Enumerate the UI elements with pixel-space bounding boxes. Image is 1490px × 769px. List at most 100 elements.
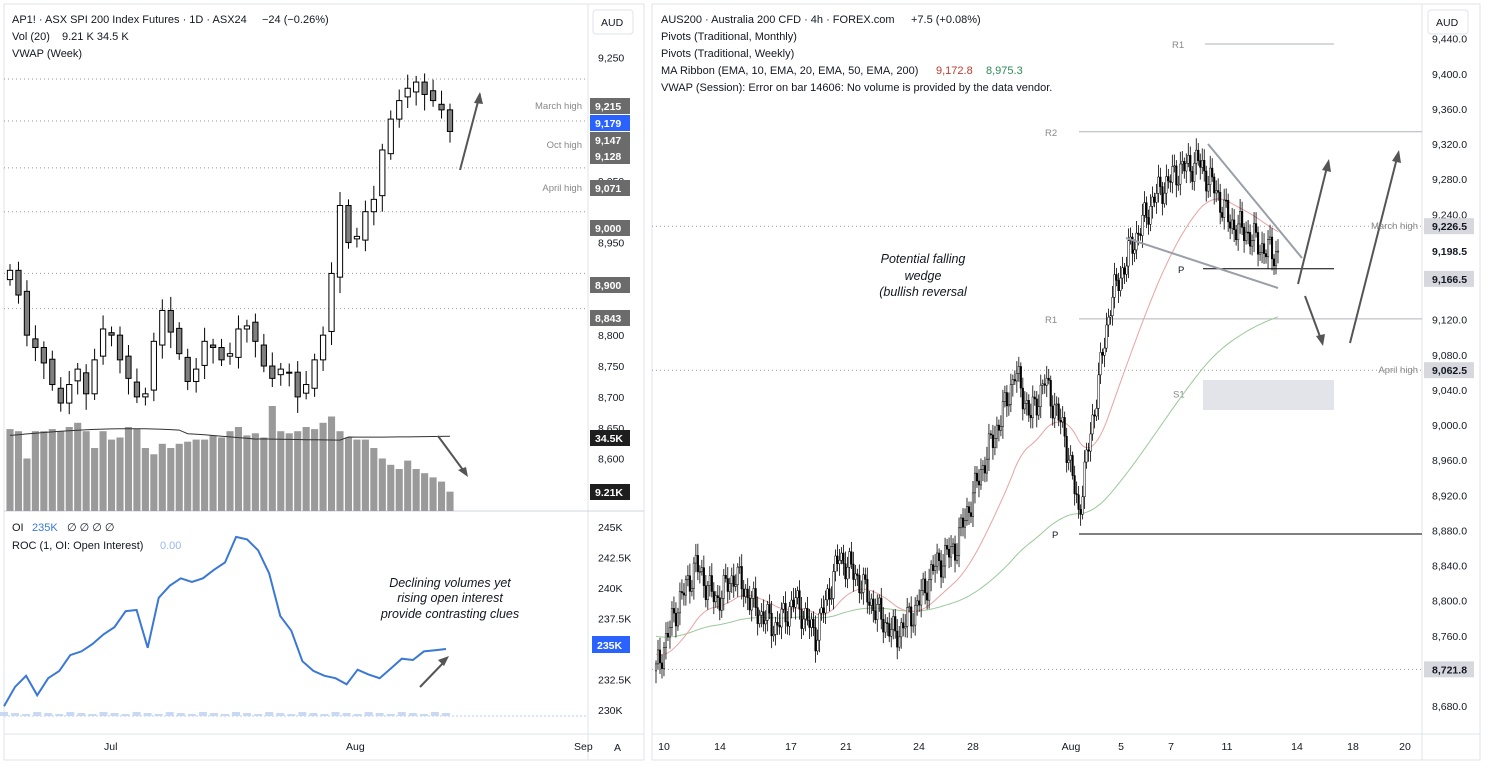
candle-body <box>1047 377 1050 381</box>
candle-body <box>1127 240 1130 267</box>
right-price-tag-text: 8,721.8 <box>1432 664 1467 676</box>
right-price-tag <box>1424 661 1474 678</box>
candle-body <box>924 578 927 594</box>
roc-bar <box>88 714 97 716</box>
candle-body <box>1221 212 1224 218</box>
right-annotation-line2: wedge <box>905 269 942 283</box>
candle-body <box>6 269 14 281</box>
candle-body <box>862 574 865 593</box>
candle-body <box>985 458 988 474</box>
left-currency-button[interactable] <box>592 9 634 35</box>
right-candles <box>654 138 1280 684</box>
candle-body <box>1093 414 1096 417</box>
roc-bar <box>77 713 86 716</box>
left-roc-bars <box>0 712 450 716</box>
right-ma-ribbon-v2: 8,975.3 <box>986 65 1023 77</box>
volume-bar <box>243 435 251 511</box>
candle-body <box>926 592 929 601</box>
roc-bar <box>265 712 274 716</box>
left-oi-tick: 237.5K <box>598 614 631 626</box>
roc-bar <box>386 714 395 716</box>
candle-body <box>277 368 284 376</box>
candle-body <box>1083 461 1086 497</box>
candle-body <box>672 608 675 614</box>
candle-body <box>1101 352 1104 356</box>
candle-body <box>1151 196 1154 207</box>
right-time-axis[interactable]: 10 14 17 21 24 28 Aug 5 7 11 14 18 20 <box>658 741 1411 753</box>
right-xtick: 20 <box>1399 741 1411 753</box>
candle-body <box>1001 401 1004 427</box>
right-level-label: April high <box>1378 365 1418 376</box>
candle-body <box>1131 236 1134 254</box>
candle-body <box>1165 176 1168 194</box>
candle-body <box>738 566 741 568</box>
right-price-tag <box>1424 218 1474 235</box>
volume-bar <box>116 437 124 511</box>
roc-bar <box>397 712 406 716</box>
candle-body <box>1157 176 1160 194</box>
roc-bar <box>121 714 130 716</box>
candle-body <box>896 630 899 648</box>
candle-body <box>920 590 923 606</box>
volume-bar <box>74 422 82 511</box>
candle-body <box>928 579 931 601</box>
left-annotation-line2: rising open interest <box>397 591 503 605</box>
candle-body <box>726 578 729 592</box>
candle-body <box>868 601 871 606</box>
candle-body <box>23 290 31 336</box>
candle-body <box>184 356 191 382</box>
volume-bar <box>353 439 361 511</box>
left-price-tag-text: 9,071 <box>595 183 621 195</box>
candle-body <box>1239 211 1242 225</box>
candle-body <box>1231 219 1234 229</box>
left-oi-axis[interactable]: 245K 242.5K 240K 237.5K 232.5K 230K <box>598 522 631 717</box>
candle-body <box>981 465 984 470</box>
candle-body <box>438 103 445 111</box>
roc-bar <box>342 713 351 716</box>
roc-bar <box>298 712 307 716</box>
candle-body <box>269 365 276 379</box>
right-price-tick: 9,080.0 <box>1432 350 1467 362</box>
right-price-axis[interactable]: 9,440.09,400.09,360.09,320.09,280.09,240… <box>1432 34 1467 713</box>
candle-body <box>1181 161 1184 165</box>
candle-body <box>1095 408 1098 417</box>
volume-bar <box>395 469 403 511</box>
right-price-tag-text: 9,198.5 <box>1432 246 1467 258</box>
roc-bar <box>232 712 241 716</box>
volume-bar <box>209 435 217 511</box>
candle-body <box>1197 149 1200 161</box>
left-xtick-sep: Sep <box>574 741 593 753</box>
pivot-label: R1 <box>1172 40 1184 51</box>
candle-body <box>770 612 773 637</box>
candle-body <box>993 438 996 448</box>
candle-body <box>864 574 867 580</box>
right-currency-button[interactable] <box>1427 9 1469 35</box>
candle-body <box>1266 239 1270 258</box>
candle-body <box>1077 494 1080 510</box>
left-price-tag <box>590 98 630 114</box>
roc-bar <box>320 714 329 716</box>
candle-body <box>790 599 793 608</box>
candle-body <box>989 433 992 436</box>
volume-bar <box>65 427 73 511</box>
roc-bar <box>408 713 417 716</box>
left-auto-scale-button[interactable]: A <box>614 742 621 754</box>
candle-body <box>1262 243 1266 254</box>
candle-body <box>1105 324 1108 349</box>
right-xtick: 24 <box>913 741 925 753</box>
volume-bar <box>412 469 420 511</box>
candle-body <box>658 649 662 664</box>
left-volume-bars <box>6 406 454 511</box>
candle-body <box>752 588 755 599</box>
candle-body <box>1087 449 1090 452</box>
roc-bar <box>44 713 53 716</box>
right-xtick: 14 <box>1291 741 1303 753</box>
roc-bar <box>110 713 119 716</box>
volume-bar <box>421 473 429 511</box>
wedge-lower-line <box>1125 237 1279 289</box>
candle-body <box>916 600 919 606</box>
candle-body <box>1067 459 1070 463</box>
candle-body <box>1199 160 1202 168</box>
candle-body <box>1113 274 1116 298</box>
candle-body <box>404 87 411 98</box>
